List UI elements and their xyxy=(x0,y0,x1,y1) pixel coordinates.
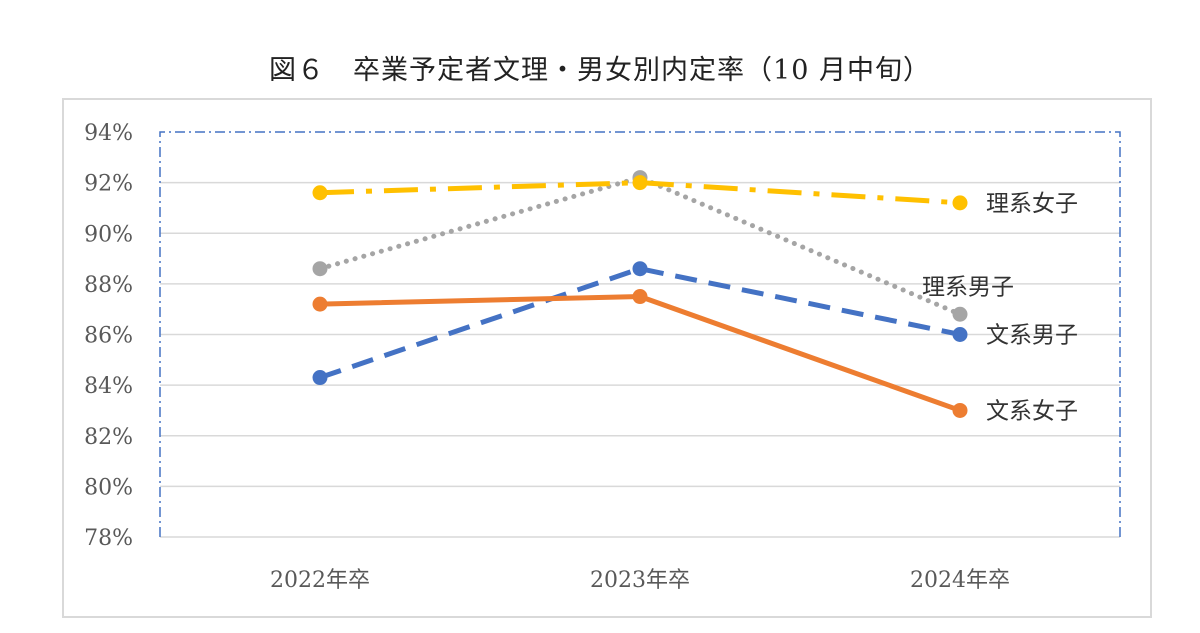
y-tick-label: 84% xyxy=(84,374,133,399)
y-tick-label: 90% xyxy=(84,222,133,247)
data-point xyxy=(632,261,648,277)
series-文系男子 xyxy=(312,261,968,386)
series-label: 理系男子 xyxy=(922,274,1014,300)
y-axis-ticks: 78% 80% 82% 84% 86% 88% 90% 92% 94% xyxy=(84,121,133,551)
series-label: 理系女子 xyxy=(986,191,1078,217)
x-tick-label: 2024年卒 xyxy=(910,568,1010,593)
y-tick-label: 80% xyxy=(84,475,133,500)
data-point xyxy=(952,327,968,342)
x-tick-label: 2022年卒 xyxy=(270,568,370,593)
series-label: 文系男子 xyxy=(986,323,1078,349)
series-lines xyxy=(312,170,968,418)
gridlines xyxy=(160,181,1120,538)
data-point xyxy=(952,195,968,211)
plot-area-border xyxy=(159,131,1121,537)
data-point xyxy=(952,402,968,418)
x-axis-ticks: 2022年卒 2023年卒 2024年卒 xyxy=(270,568,1010,593)
series-line xyxy=(317,294,963,413)
series-line xyxy=(317,175,963,317)
y-tick-label: 82% xyxy=(84,425,133,450)
chart-frame xyxy=(62,98,1152,618)
y-tick-label: 86% xyxy=(84,324,133,349)
y-tick-label: 92% xyxy=(84,172,133,197)
plot-area-border xyxy=(159,131,1121,537)
series-line xyxy=(319,266,961,380)
y-tick-label: 78% xyxy=(84,526,133,551)
x-tick-label: 2023年卒 xyxy=(590,568,690,593)
chart-title: 図６ 卒業予定者文理・男女別内定率（10 月中旬） xyxy=(269,55,931,86)
series-理系男子 xyxy=(312,170,968,322)
series-文系女子 xyxy=(312,289,968,418)
data-point xyxy=(312,261,328,277)
y-tick-label: 94% xyxy=(84,121,133,146)
series-label: 文系女子 xyxy=(986,398,1078,424)
series-理系女子 xyxy=(312,175,968,211)
y-tick-label: 88% xyxy=(84,273,133,298)
data-point xyxy=(632,289,648,305)
data-point xyxy=(952,306,968,322)
data-point xyxy=(312,185,328,201)
data-point xyxy=(312,296,328,312)
data-point xyxy=(632,175,648,191)
data-point xyxy=(312,370,328,386)
